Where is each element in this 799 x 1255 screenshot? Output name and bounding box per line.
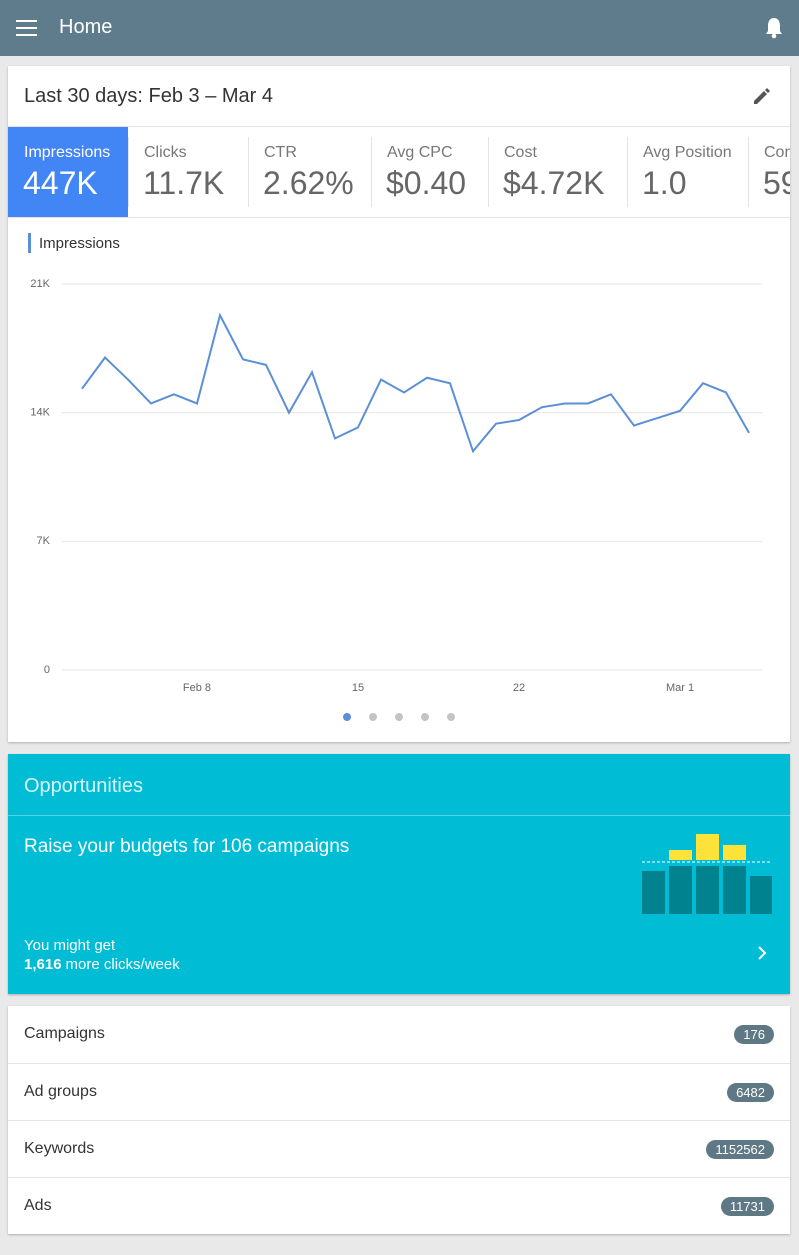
- list-row[interactable]: Ad groups 6482: [8, 1063, 790, 1120]
- chevron[interactable]: [756, 945, 768, 961]
- metric-tile[interactable]: Impressions 447K: [8, 127, 128, 217]
- page-dot[interactable]: [369, 713, 377, 721]
- metric-strip: Impressions 447K Clicks 11.7K CTR 2.62% Avg CP…: [8, 126, 790, 218]
- legend-swatch: [28, 233, 31, 253]
- notifications-button[interactable]: [764, 16, 784, 40]
- y-tick-label: 21K: [30, 278, 50, 290]
- row-label: Ads: [24, 1197, 52, 1214]
- x-tick-label: 22: [513, 682, 525, 694]
- count-badge: 1152562: [706, 1140, 774, 1159]
- opportunity-gain: 1,616 more clicks/week: [24, 956, 180, 973]
- list-row[interactable]: Campaigns 176: [8, 1006, 790, 1063]
- metric-value: 1.0: [642, 165, 687, 201]
- impressions-chart: Impressions 0 7K 14K 21K Feb 8 15 22 Mar 1: [28, 233, 762, 721]
- row-label: Keywords: [24, 1140, 95, 1157]
- x-tick-label: Mar 1: [666, 682, 694, 694]
- opportunity-note: You might get: [24, 937, 116, 954]
- tile-separator: [748, 137, 749, 207]
- list-row[interactable]: Ads 11731: [8, 1177, 790, 1234]
- row-label: Ad groups: [24, 1083, 97, 1100]
- tile-separator: [248, 137, 249, 207]
- metric-label: Avg Position: [643, 144, 732, 161]
- budget-illustration: [642, 834, 772, 914]
- metric-tile[interactable]: Avg CPC $0.40: [371, 127, 488, 217]
- metric-value: 59: [763, 165, 790, 201]
- page-dot[interactable]: [395, 713, 403, 721]
- opportunity-message: Raise your budgets for 106 campaigns: [24, 836, 350, 857]
- impressions-line: [81, 312, 750, 454]
- row-label: Campaigns: [24, 1025, 105, 1042]
- metric-value: 447K: [23, 165, 98, 201]
- metric-value: 11.7K: [143, 165, 225, 201]
- metric-label: Impressions: [24, 144, 111, 161]
- gain-unit: more clicks/week: [65, 956, 180, 973]
- metric-value: $4.72K: [503, 165, 605, 201]
- page-dot[interactable]: [421, 713, 429, 721]
- y-tick-label: 7K: [37, 535, 51, 547]
- y-tick-label: 14K: [30, 407, 50, 419]
- card-title: Opportunities: [24, 775, 143, 797]
- tile-separator: [488, 137, 489, 207]
- page-dot[interactable]: [447, 713, 455, 721]
- tile-separator: [128, 137, 129, 207]
- app-title: Home: [59, 16, 113, 38]
- count-badge: 6482: [727, 1083, 774, 1102]
- edit-button[interactable]: [752, 86, 772, 106]
- metric-value: $0.40: [386, 165, 467, 201]
- metric-label: CTR: [264, 144, 297, 161]
- metric-label: Avg CPC: [387, 144, 453, 161]
- x-tick-label: Feb 8: [183, 682, 211, 694]
- tile-separator: [371, 137, 372, 207]
- summary-card: Last 30 days: Feb 3 – Mar 4 Impressions 4…: [8, 66, 790, 742]
- metric-label: Cost: [504, 144, 537, 161]
- app-bar: Home: [0, 0, 799, 56]
- page-dot[interactable]: [343, 713, 351, 721]
- metric-label: Con: [764, 144, 790, 161]
- gain-value: 1,616: [24, 956, 62, 973]
- list-row[interactable]: Keywords 1152562: [8, 1120, 790, 1177]
- metric-tile[interactable]: Cost $4.72K: [488, 127, 627, 217]
- metric-tile[interactable]: Clicks 11.7K: [128, 127, 248, 217]
- count-badge: 11731: [720, 1197, 774, 1216]
- metric-tile[interactable]: Con 59: [748, 127, 790, 217]
- metric-value: 2.62%: [263, 165, 354, 201]
- tile-separator: [627, 137, 628, 207]
- x-tick-label: 15: [352, 682, 364, 694]
- opportunities-card[interactable]: Opportunities Raise your budgets for 106…: [8, 754, 790, 994]
- metric-tile[interactable]: CTR 2.62%: [248, 127, 371, 217]
- menu-button[interactable]: [16, 18, 38, 38]
- date-range[interactable]: Last 30 days: Feb 3 – Mar 4: [24, 85, 274, 107]
- legend-label: Impressions: [39, 235, 120, 252]
- y-tick-label: 0: [44, 664, 50, 676]
- divider: [8, 815, 790, 816]
- count-badge: 176: [734, 1025, 774, 1044]
- entity-list: Campaigns 176 Ad groups 6482 Keywords 1152562…: [8, 1006, 790, 1234]
- metric-label: Clicks: [144, 144, 187, 161]
- metric-tile[interactable]: Avg Position 1.0: [627, 127, 748, 217]
